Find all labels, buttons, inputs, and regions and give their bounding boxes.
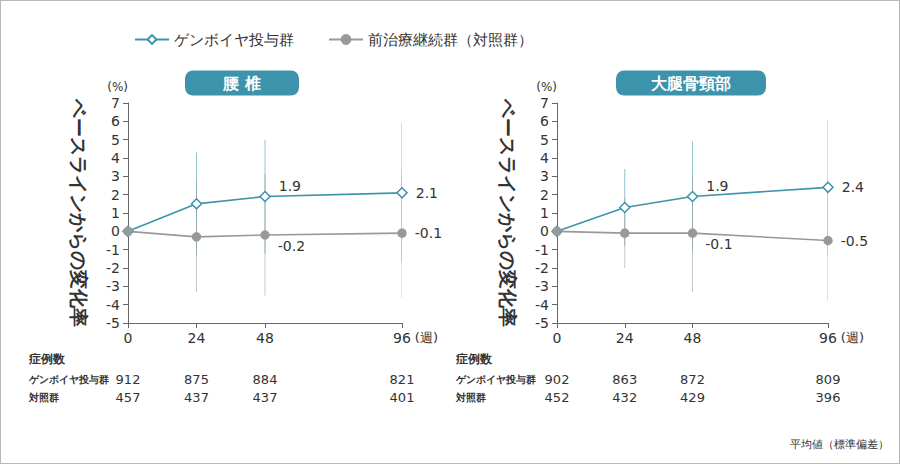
svg-text:48: 48: [684, 330, 702, 346]
svg-text:-4: -4: [106, 297, 120, 313]
svg-text:5: 5: [111, 132, 120, 148]
svg-text:対照群: 対照群: [455, 392, 486, 403]
svg-text:2: 2: [540, 187, 549, 203]
svg-text:24: 24: [188, 330, 206, 346]
svg-text:-2: -2: [106, 260, 120, 276]
svg-text:1: 1: [540, 205, 549, 221]
svg-text:96: 96: [819, 330, 837, 346]
svg-text:6: 6: [111, 113, 120, 129]
svg-text:863: 863: [612, 372, 637, 387]
svg-text:大腿骨頸部: 大腿骨頸部: [651, 74, 731, 93]
svg-text:-3: -3: [106, 278, 120, 294]
svg-text:症例数: 症例数: [28, 352, 66, 366]
svg-text:-0.2: -0.2: [278, 238, 305, 254]
svg-text:2.1: 2.1: [416, 185, 438, 201]
svg-text:-0.1: -0.1: [415, 225, 442, 241]
svg-text:437: 437: [184, 390, 209, 405]
svg-text:ベースラインからの変化率: ベースラインからの変化率: [497, 98, 519, 327]
svg-text:-1: -1: [535, 242, 549, 258]
svg-text:-0.5: -0.5: [841, 233, 868, 249]
svg-text:0: 0: [111, 223, 120, 239]
svg-text:-3: -3: [535, 278, 549, 294]
svg-text:1: 1: [111, 205, 120, 221]
svg-text:3: 3: [111, 168, 120, 184]
svg-text:872: 872: [680, 372, 705, 387]
svg-text:対照群: 対照群: [28, 392, 59, 403]
svg-text:1.9: 1.9: [279, 178, 301, 194]
svg-text:-0.1: -0.1: [705, 236, 732, 252]
svg-text:-4: -4: [535, 297, 549, 313]
svg-text:ゲンボイヤ投与群: ゲンボイヤ投与群: [455, 374, 536, 385]
svg-text:-2: -2: [535, 260, 549, 276]
svg-text:(週): (週): [415, 330, 438, 345]
svg-text:396: 396: [816, 390, 841, 405]
svg-text:ゲンボイヤ投与群: ゲンボイヤ投与群: [28, 374, 109, 385]
svg-text:809: 809: [816, 372, 841, 387]
svg-text:(%): (%): [107, 80, 128, 94]
svg-text:-5: -5: [535, 315, 549, 331]
svg-text:-1: -1: [106, 242, 120, 258]
svg-text:452: 452: [545, 390, 570, 405]
svg-text:437: 437: [253, 390, 278, 405]
svg-text:429: 429: [680, 390, 705, 405]
svg-text:912: 912: [116, 372, 141, 387]
svg-text:48: 48: [256, 330, 274, 346]
svg-text:0: 0: [124, 330, 133, 346]
svg-text:ゲンボイヤ投与群: ゲンボイヤ投与群: [174, 31, 294, 49]
svg-text:6: 6: [540, 113, 549, 129]
svg-text:902: 902: [545, 372, 570, 387]
svg-text:1.9: 1.9: [706, 178, 728, 194]
svg-text:4: 4: [540, 150, 549, 166]
svg-text:7: 7: [111, 95, 120, 111]
svg-text:432: 432: [612, 390, 637, 405]
svg-text:3: 3: [540, 168, 549, 184]
svg-text:884: 884: [253, 372, 278, 387]
svg-text:875: 875: [184, 372, 209, 387]
svg-text:腰 椎: 腰 椎: [222, 74, 261, 93]
svg-text:0: 0: [540, 223, 549, 239]
svg-text:821: 821: [390, 372, 415, 387]
svg-text:457: 457: [116, 390, 141, 405]
svg-text:0: 0: [553, 330, 562, 346]
svg-text:4: 4: [111, 150, 120, 166]
svg-text:(%): (%): [536, 80, 557, 94]
svg-text:症例数: 症例数: [455, 352, 493, 366]
svg-text:2: 2: [111, 187, 120, 203]
svg-text:ベースラインからの変化率: ベースラインからの変化率: [68, 98, 90, 327]
svg-text:(週): (週): [841, 330, 864, 345]
svg-text:平均値（標準偏差）: 平均値（標準偏差）: [790, 438, 889, 451]
svg-text:7: 7: [540, 95, 549, 111]
svg-text:24: 24: [616, 330, 634, 346]
svg-text:5: 5: [540, 132, 549, 148]
svg-text:-5: -5: [106, 315, 120, 331]
svg-text:2.4: 2.4: [842, 179, 864, 195]
svg-text:96: 96: [393, 330, 411, 346]
svg-text:前治療継続群（対照群）: 前治療継続群（対照群）: [368, 31, 533, 49]
svg-text:401: 401: [390, 390, 415, 405]
